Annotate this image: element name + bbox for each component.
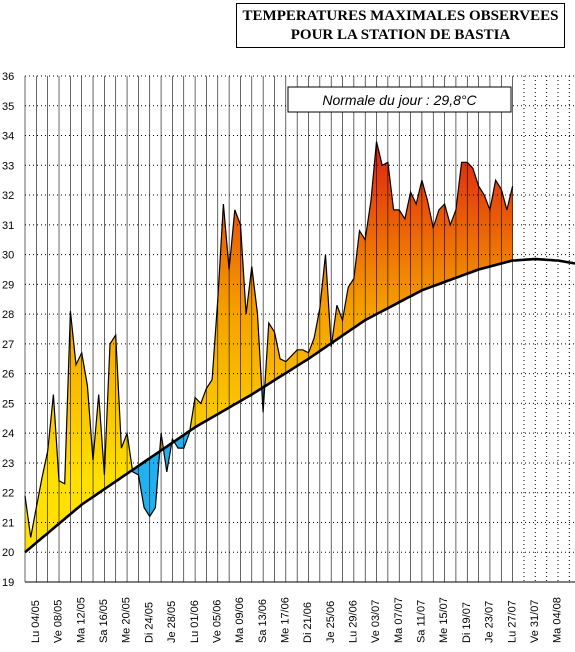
- x-tick-label: Lu 04/05: [30, 600, 42, 643]
- annotation-text: Normale du jour : 29,8°C: [322, 92, 477, 108]
- x-tick-label: Sa 11/07: [416, 600, 428, 643]
- y-tick-label: 30: [2, 250, 14, 262]
- x-tick-label: Di 24/05: [143, 602, 155, 643]
- x-tick-label: Lu 27/07: [506, 600, 518, 643]
- x-tick-label: Ma 09/06: [234, 597, 246, 643]
- x-tick-label: Je 25/06: [325, 601, 337, 643]
- area-below-normal: [163, 443, 172, 472]
- y-tick-label: 31: [2, 220, 14, 232]
- x-tick-label: Je 23/07: [484, 601, 496, 643]
- y-tick-label: 23: [2, 458, 14, 470]
- x-tick-label: Sa 13/06: [257, 599, 269, 643]
- y-tick-label: 27: [2, 339, 14, 351]
- x-tick-label: Ve 03/07: [370, 600, 382, 643]
- area-above-normal: [25, 311, 133, 553]
- y-tick-label: 25: [2, 398, 14, 410]
- x-tick-label: Ve 08/05: [53, 600, 65, 643]
- x-tick-label: Lu 01/06: [189, 600, 201, 643]
- y-tick-label: 21: [2, 517, 14, 529]
- x-tick-label: Ve 05/06: [211, 600, 223, 643]
- y-tick-label: 24: [2, 428, 14, 440]
- x-tick-label: Me 20/05: [121, 597, 133, 643]
- x-tick-label: Ma 04/08: [552, 597, 564, 643]
- chart-title-box: TEMPERATURES MAXIMALES OBSERVEES POUR LA…: [236, 3, 565, 48]
- series-line-observed: [24, 141, 514, 538]
- y-tick-label: 29: [2, 279, 14, 291]
- y-tick-label: 32: [2, 190, 14, 202]
- annotation-box: [287, 86, 512, 113]
- normal-annotation: Normale du jour : 29,8°C: [287, 86, 512, 113]
- y-tick-label: 20: [2, 547, 14, 559]
- x-tick-label: Ma 07/07: [393, 597, 405, 643]
- x-tick-label: Me 17/06: [279, 597, 291, 643]
- y-tick-label: 33: [2, 160, 14, 172]
- area-below-normal: [132, 451, 160, 517]
- x-tick-label: Je 28/05: [166, 601, 178, 643]
- x-tick-label: Ma 12/05: [75, 597, 87, 643]
- x-tick-label: Lu 29/06: [348, 600, 360, 643]
- x-tick-label: Ve 31/07: [529, 600, 541, 643]
- y-tick-label: 19: [2, 577, 14, 589]
- area-above-normal: [189, 204, 262, 431]
- y-tick-label: 35: [2, 101, 14, 113]
- y-tick-label: 28: [2, 309, 14, 321]
- y-tick-label: 34: [2, 131, 14, 143]
- x-tick-label: Sa 16/05: [98, 599, 110, 643]
- chart-title-line-1: TEMPERATURES MAXIMALES OBSERVEES: [242, 8, 559, 24]
- x-tick-label: Di 19/07: [461, 602, 473, 643]
- series-line-normal: [24, 257, 575, 554]
- y-tick-label: 26: [2, 369, 14, 381]
- x-tick-label: Di 21/06: [302, 602, 314, 643]
- chart-title-line-2: POUR LA STATION DE BASTIA: [290, 27, 511, 43]
- y-tick-label: 22: [2, 488, 14, 500]
- x-tick-label: Me 15/07: [438, 597, 450, 643]
- y-tick-label: 36: [2, 71, 14, 83]
